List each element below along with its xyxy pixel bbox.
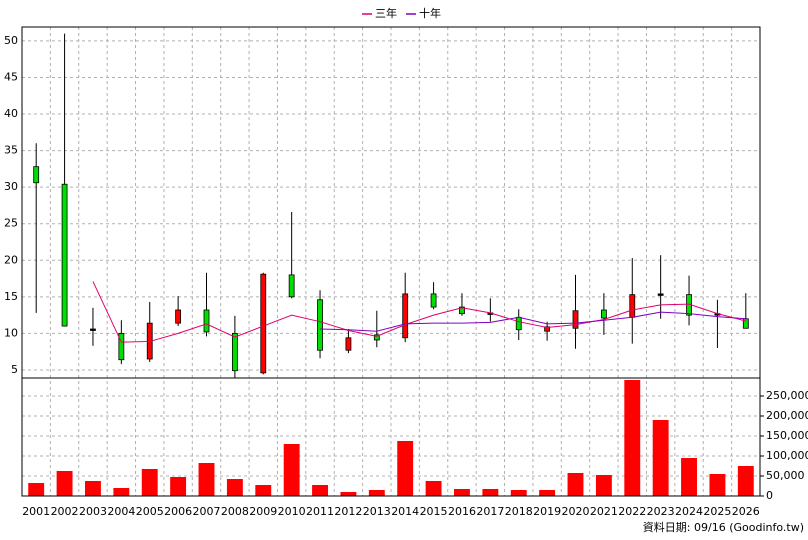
x-tick-label: 2018 [505,505,533,518]
candle-body [657,293,664,296]
volume-bar [28,483,45,496]
candle-body [61,183,68,327]
y2-tick-label: 100,000 [766,449,808,462]
x-tick-label: 2001 [22,505,50,518]
candle-body [629,294,636,318]
volume-bar [709,474,726,496]
y-tick-label: 5 [11,363,18,376]
x-tick-label: 2021 [590,505,618,518]
x-tick-label: 2016 [448,505,476,518]
x-tick-label: 2002 [51,505,79,518]
volume-bar [368,490,385,496]
x-tick-label: 2013 [363,505,391,518]
x-tick-label: 2017 [476,505,504,518]
volume-bar [482,489,499,496]
note: 資料日期: 09/16 (Goodinfo.tw) [643,520,804,534]
x-tick-label: 2025 [703,505,731,518]
y2-tick-label: 250,000 [766,389,808,402]
y-tick-label: 45 [4,70,18,83]
candle-body [90,328,96,331]
y-tick-label: 25 [4,217,18,230]
x-tick-label: 2003 [79,505,107,518]
x-tick-label: 2008 [221,505,249,518]
x-tick-label: 2004 [107,505,135,518]
y2-tick-label: 200,000 [766,409,808,422]
candle-body [118,332,125,361]
volume-bar [141,469,158,496]
y2-tick-label: 0 [766,489,773,502]
volume-bar [454,489,470,496]
line-series [92,281,746,343]
volume-bar [198,463,215,496]
x-tick-label: 2011 [306,505,334,518]
volume-bar [425,481,442,496]
volume-bar [85,481,101,496]
volume-bar [397,441,414,496]
x-tick-label: 2020 [562,505,590,518]
volume-bar [283,444,300,496]
volume-border [21,377,761,497]
volume-bar [737,466,754,496]
candle-body [572,310,579,329]
volume-bar [510,490,527,496]
candle-body [544,326,551,332]
candle-body [288,274,295,298]
y2-tick-label: 150,000 [766,429,808,442]
candle-body [231,332,238,372]
candle-body [600,309,607,319]
candle-body [459,306,465,315]
volume-bar [312,485,328,496]
x-tick-label: 2022 [618,505,646,518]
volume-bar [56,471,73,496]
x-tick-label: 2023 [647,505,675,518]
y-tick-label: 35 [4,144,18,157]
x-tick-label: 2009 [249,505,277,518]
y-tick-label: 15 [4,290,18,303]
x-tick-label: 2024 [675,505,703,518]
line-series [320,311,746,332]
candle-body [33,166,40,184]
x-tick-label: 2005 [136,505,164,518]
x-tick-label: 2006 [164,505,192,518]
volume-bar [567,473,584,496]
candle-body [373,334,380,341]
x-tick-label: 2026 [732,505,760,518]
candle-body [260,273,267,374]
volume-bar [624,380,641,496]
volume-bar [226,479,243,496]
candle-body [430,293,437,308]
candle-body [515,316,522,331]
y-tick-label: 50 [4,34,18,47]
y-tick-label: 40 [4,107,18,120]
volume-bar [255,485,272,496]
candle-body [175,309,182,324]
volume-bar [652,420,669,496]
x-tick-label: 2014 [391,505,419,518]
x-tick-label: 2007 [193,505,221,518]
volume-bar [340,492,357,496]
legend-label: 三年 [375,6,397,20]
legend-label: 十年 [419,6,441,20]
x-tick-label: 2012 [334,505,362,518]
y-tick-label: 30 [4,180,18,193]
volume-bar [539,490,556,496]
y-tick-label: 10 [4,326,18,339]
candle-body [317,299,323,351]
x-tick-label: 2015 [420,505,448,518]
candle-body [345,337,352,351]
candle-body [402,293,409,339]
volume-bar [681,458,697,496]
x-tick-label: 2019 [533,505,561,518]
y2-tick-label: 50,000 [766,469,805,482]
volume-bar [170,477,187,496]
volume-bar [113,488,130,496]
y-tick-label: 20 [4,253,18,266]
x-tick-label: 2010 [278,505,306,518]
volume-bar [595,475,612,496]
candle-body [203,309,210,333]
